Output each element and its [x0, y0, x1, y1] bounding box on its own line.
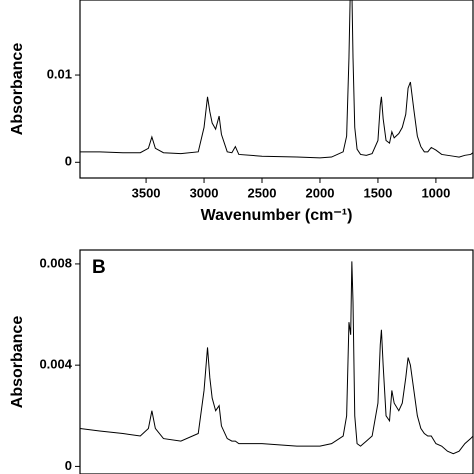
plot-frame — [79, 249, 474, 474]
spectrum-line — [80, 0, 473, 159]
x-axis-label: Wavenumber (cm⁻¹) — [201, 207, 353, 224]
y-tick-label: 0 — [65, 154, 72, 169]
y-tick-label: 0.01 — [47, 66, 72, 81]
x-tick-label: 3000 — [190, 185, 219, 200]
x-tick-label: 1500 — [363, 185, 392, 200]
y-tick-label: 0.008 — [39, 255, 72, 270]
plot-frame — [79, 0, 474, 179]
y-tick-label: 0.004 — [39, 357, 72, 372]
spectrum-line — [80, 261, 473, 455]
y-axis-label: Absorbance — [9, 43, 26, 136]
y-tick-label: 0 — [65, 458, 72, 473]
x-tick-label: 2500 — [248, 185, 277, 200]
x-tick-label: 1000 — [421, 185, 450, 200]
x-tick-label: 2000 — [306, 185, 335, 200]
y-axis-label: Absorbance — [9, 316, 26, 409]
x-tick-label: 3500 — [132, 185, 161, 200]
panel-label: B — [92, 257, 106, 278]
